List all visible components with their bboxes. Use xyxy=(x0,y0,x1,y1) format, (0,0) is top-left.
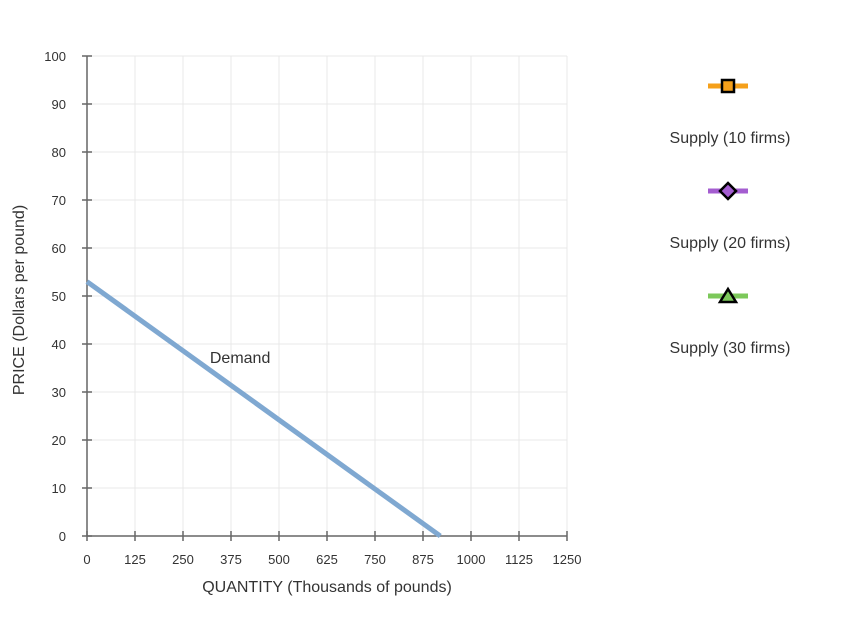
triangle-marker-icon xyxy=(708,286,748,304)
legend-label: Supply (20 firms) xyxy=(669,235,791,252)
y-tick-label: 0 xyxy=(59,529,66,544)
series: Demand xyxy=(85,279,442,539)
x-tick-label: 1250 xyxy=(553,552,582,567)
demand-label: Demand xyxy=(210,350,270,367)
legend-label: Supply (10 firms) xyxy=(669,130,791,147)
x-tick-label: 750 xyxy=(364,552,386,567)
legend-item-supply-10-firms[interactable]: Supply (10 firms) xyxy=(640,70,820,175)
y-tick-label: 80 xyxy=(52,145,66,160)
y-tick-label: 20 xyxy=(52,433,66,448)
x-axis-title: QUANTITY (Thousands of pounds) xyxy=(202,579,452,596)
y-tick-label: 40 xyxy=(52,337,66,352)
legend-item-supply-30-firms[interactable]: Supply (30 firms) xyxy=(640,280,820,385)
x-tick-label: 500 xyxy=(268,552,290,567)
legend-label: Supply (30 firms) xyxy=(669,340,791,357)
grid xyxy=(86,55,568,537)
y-tick-label: 60 xyxy=(52,241,66,256)
legend-item-supply-20-firms[interactable]: Supply (20 firms) xyxy=(640,175,820,280)
y-axis-title: PRICE (Dollars per pound) xyxy=(11,205,28,395)
x-tick-label: 0 xyxy=(83,552,90,567)
y-tick-label: 100 xyxy=(44,49,66,64)
x-tick-label: 125 xyxy=(124,552,146,567)
square-marker-icon xyxy=(708,78,748,94)
y-tick-label: 10 xyxy=(52,481,66,496)
demand-line xyxy=(85,279,442,539)
x-tick-label: 375 xyxy=(220,552,242,567)
y-tick-label: 50 xyxy=(52,289,66,304)
y-tick-label: 90 xyxy=(52,97,66,112)
ticks: 0 125 250 375 500 625 750 875 1000 1125 1250 0 10 20 3… xyxy=(44,49,581,567)
x-tick-label: 1125 xyxy=(505,552,533,567)
x-tick-label: 625 xyxy=(316,552,338,567)
y-tick-label: 30 xyxy=(52,385,66,400)
x-tick-label: 875 xyxy=(412,552,434,567)
x-tick-label: 250 xyxy=(172,552,194,567)
diamond-marker-icon xyxy=(708,181,748,201)
x-tick-label: 1000 xyxy=(457,552,486,567)
legend: Supply (10 firms) Supply (20 firms) Supp… xyxy=(640,70,820,385)
y-tick-label: 70 xyxy=(52,193,66,208)
